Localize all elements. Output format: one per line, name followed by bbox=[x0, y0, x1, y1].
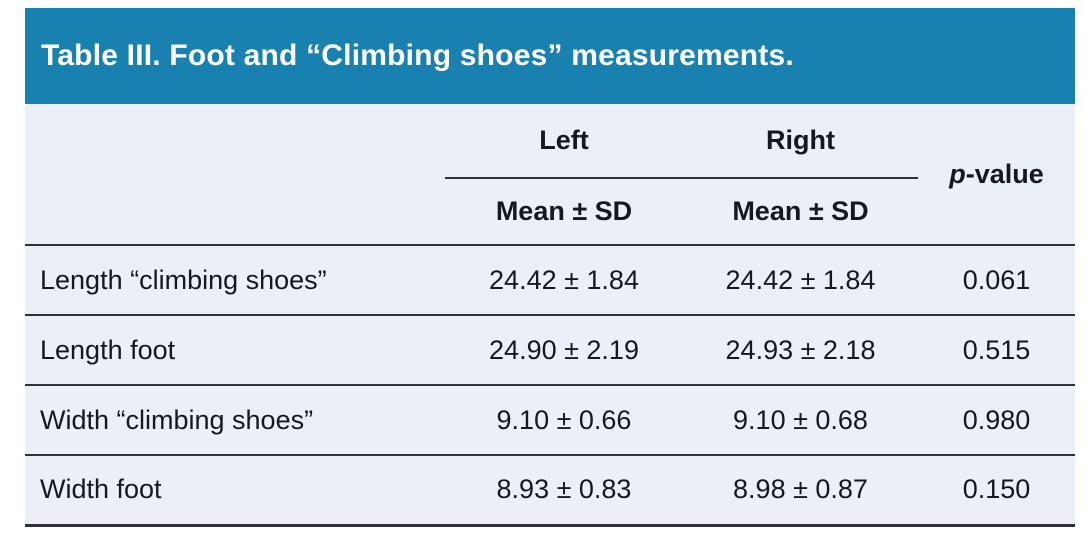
table-row: Length foot 24.90 ± 2.19 24.93 ± 2.18 0.… bbox=[25, 314, 1075, 385]
p-value: 0.150 bbox=[918, 454, 1075, 525]
left-mean-sd-value: 8.93 ± 0.83 bbox=[445, 454, 683, 525]
table-title-bar: Table III. Foot and “Climbing shoes” mea… bbox=[25, 8, 1075, 104]
table-row: Length “climbing shoes” 24.42 ± 1.84 24.… bbox=[25, 244, 1075, 315]
p-value: 0.515 bbox=[918, 314, 1075, 385]
table-figure: Table III. Foot and “Climbing shoes” mea… bbox=[25, 8, 1075, 527]
table-title: Table III. Foot and “Climbing shoes” mea… bbox=[41, 39, 794, 72]
column-header-pvalue: p-value bbox=[918, 104, 1075, 245]
p-value: 0.980 bbox=[918, 384, 1075, 455]
header-row-groups: Left Right p-value bbox=[25, 104, 1075, 189]
header-spacer-cell bbox=[25, 104, 445, 178]
row-label: Width “climbing shoes” bbox=[25, 384, 445, 455]
right-mean-sd-value: 9.10 ± 0.68 bbox=[683, 384, 918, 455]
right-mean-sd-value: 24.42 ± 1.84 bbox=[683, 244, 918, 315]
subheader-right-mean-sd: Mean ± SD bbox=[732, 196, 869, 226]
p-value: 0.061 bbox=[918, 244, 1075, 315]
pvalue-italic-p: p bbox=[949, 158, 966, 189]
subheader-spacer-cell bbox=[25, 178, 445, 245]
table-row: Width foot 8.93 ± 0.83 8.98 ± 0.87 0.150 bbox=[25, 454, 1075, 525]
right-mean-sd-value: 8.98 ± 0.87 bbox=[683, 454, 918, 525]
right-mean-sd-value: 24.93 ± 2.18 bbox=[683, 314, 918, 385]
subheader-left-mean-sd: Mean ± SD bbox=[495, 196, 633, 226]
row-label: Width foot bbox=[25, 454, 445, 525]
measurements-table: Left Right p-value Mean ± SD Mean ± SD L… bbox=[25, 104, 1075, 527]
table-row: Width “climbing shoes” 9.10 ± 0.66 9.10 … bbox=[25, 384, 1075, 455]
left-mean-sd-value: 24.90 ± 2.19 bbox=[445, 314, 683, 385]
row-label: Length foot bbox=[25, 314, 445, 385]
left-mean-sd-value: 24.42 ± 1.84 bbox=[445, 244, 683, 315]
header-row-subheaders: Mean ± SD Mean ± SD bbox=[25, 178, 1075, 245]
left-mean-sd-value: 9.10 ± 0.66 bbox=[445, 384, 683, 455]
column-header-right: Right bbox=[683, 104, 918, 179]
pvalue-suffix: -value bbox=[965, 158, 1044, 189]
column-header-left: Left bbox=[445, 104, 683, 179]
row-label: Length “climbing shoes” bbox=[25, 244, 445, 315]
